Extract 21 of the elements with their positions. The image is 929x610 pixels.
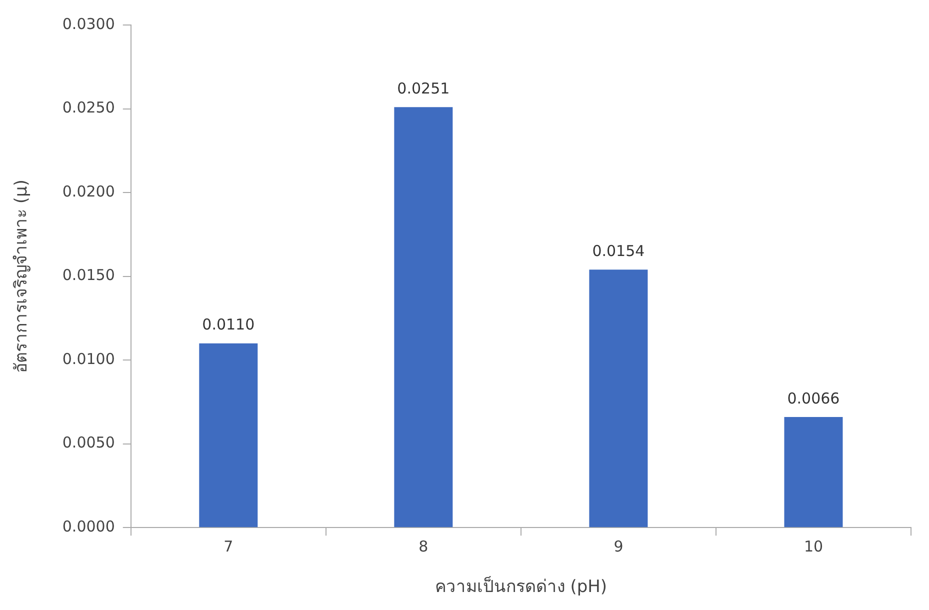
x-tick-label: 7: [224, 537, 234, 556]
y-tick-label: 0.0050: [62, 434, 115, 452]
y-tick-label: 0.0250: [62, 98, 115, 117]
data-label: 0.0110: [202, 316, 255, 334]
y-tick-label: 0.0150: [62, 266, 115, 284]
data-label: 0.0251: [397, 79, 450, 98]
bar: [199, 343, 258, 528]
y-tick-label: 0.0100: [62, 350, 115, 368]
y-tick-label: 0.0300: [62, 14, 115, 33]
bar: [784, 417, 843, 528]
x-axis-title: ความเป็นกรดด่าง (pH): [434, 575, 608, 598]
bar: [394, 107, 453, 528]
bar: [589, 270, 648, 528]
y-axis-title: อัตราการเจริญจำเพาะ (μ): [12, 180, 32, 374]
x-tick-label: 8: [418, 537, 428, 556]
data-label: 0.0066: [787, 389, 840, 408]
x-tick-label: 9: [614, 537, 624, 556]
data-label: 0.0154: [592, 242, 645, 260]
x-tick-label: 10: [804, 537, 824, 556]
y-tick-label: 0.0000: [62, 517, 115, 536]
y-tick-label: 0.0200: [62, 182, 115, 200]
